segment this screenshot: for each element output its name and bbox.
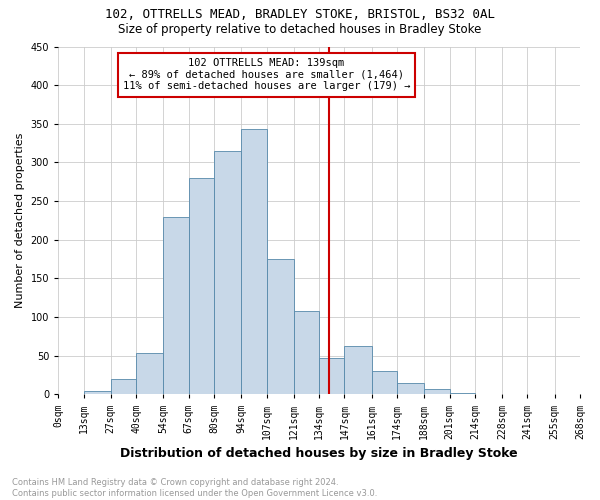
Bar bbox=[449, 393, 475, 394]
Bar bbox=[241, 129, 266, 394]
Bar bbox=[136, 354, 163, 395]
Bar bbox=[214, 151, 241, 394]
Bar bbox=[371, 371, 397, 394]
Text: Size of property relative to detached houses in Bradley Stoke: Size of property relative to detached ho… bbox=[118, 22, 482, 36]
Bar bbox=[83, 390, 111, 394]
Bar bbox=[266, 259, 294, 394]
Bar bbox=[424, 389, 449, 394]
Bar bbox=[111, 379, 136, 394]
Y-axis label: Number of detached properties: Number of detached properties bbox=[15, 133, 25, 308]
X-axis label: Distribution of detached houses by size in Bradley Stoke: Distribution of detached houses by size … bbox=[120, 447, 518, 460]
Bar bbox=[344, 346, 371, 395]
Text: 102, OTTRELLS MEAD, BRADLEY STOKE, BRISTOL, BS32 0AL: 102, OTTRELLS MEAD, BRADLEY STOKE, BRIST… bbox=[105, 8, 495, 20]
Text: Contains HM Land Registry data © Crown copyright and database right 2024.
Contai: Contains HM Land Registry data © Crown c… bbox=[12, 478, 377, 498]
Text: 102 OTTRELLS MEAD: 139sqm
← 89% of detached houses are smaller (1,464)
11% of se: 102 OTTRELLS MEAD: 139sqm ← 89% of detac… bbox=[123, 58, 410, 92]
Bar bbox=[319, 358, 344, 395]
Bar bbox=[188, 178, 214, 394]
Bar bbox=[163, 216, 188, 394]
Bar bbox=[294, 311, 319, 394]
Bar bbox=[397, 383, 424, 394]
